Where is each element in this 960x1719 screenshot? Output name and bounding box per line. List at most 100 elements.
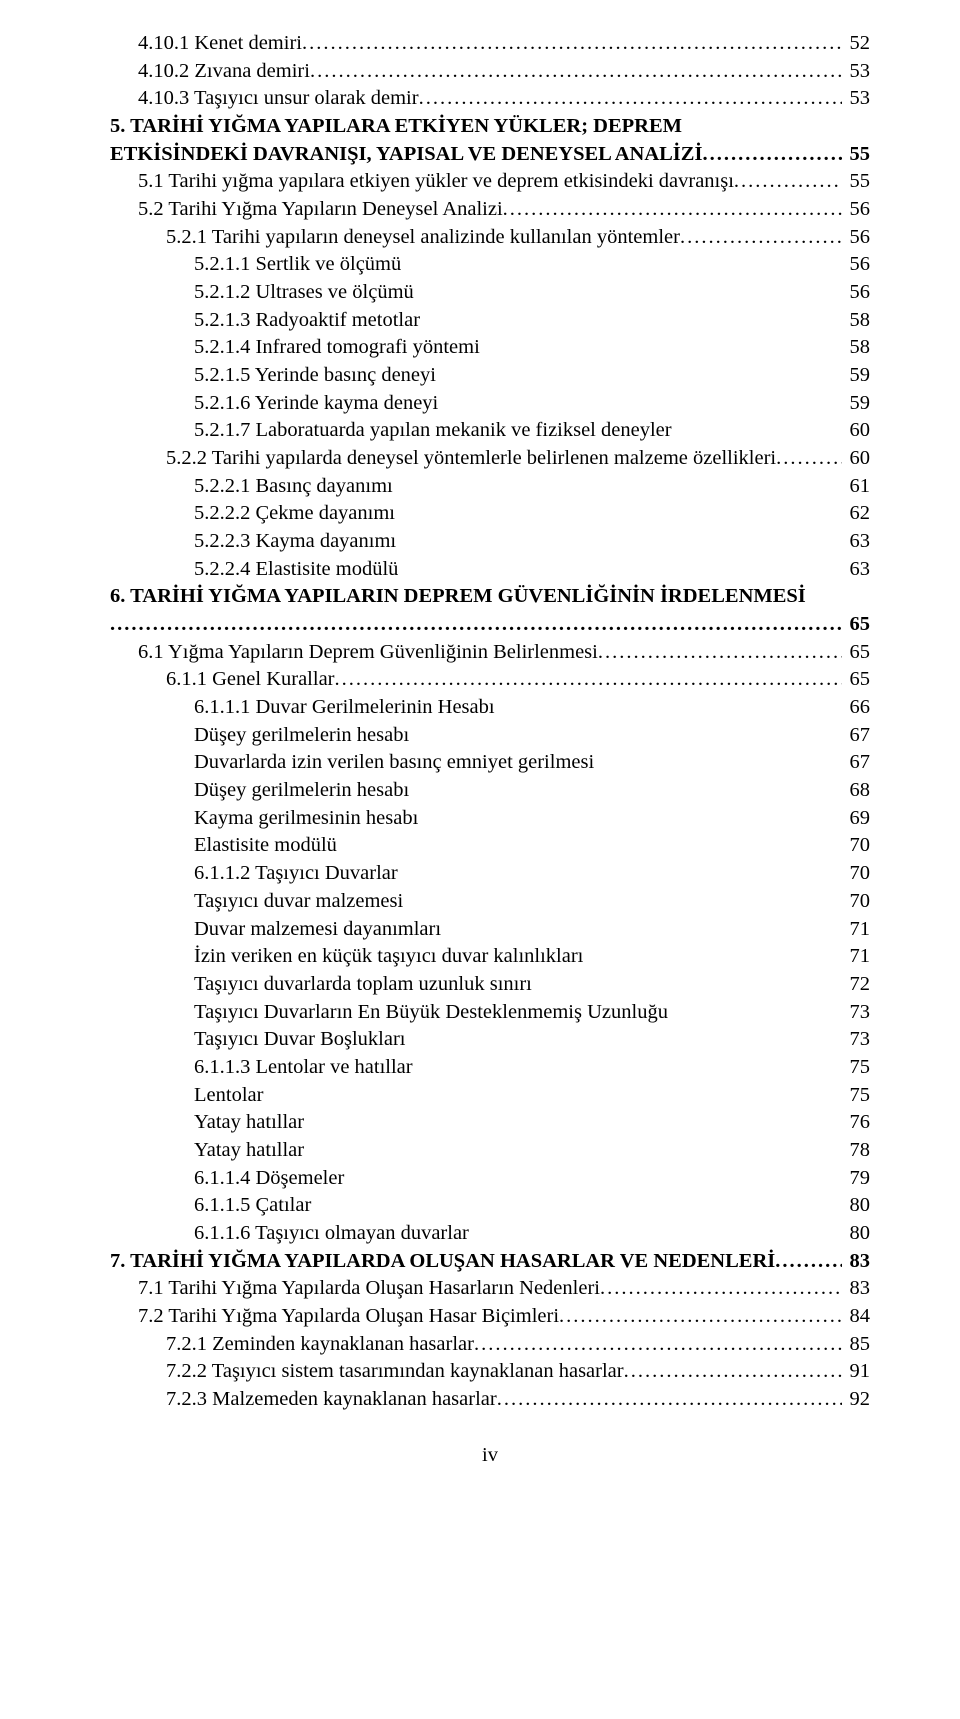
toc-leader — [702, 141, 842, 169]
toc-entry: 5.2.2.4 Elastisite modülü63 — [110, 556, 870, 584]
toc-entry-label: Düşey gerilmelerin hesabı — [194, 722, 409, 750]
toc-entry: 5.2.1.4 Infrared tomografi yöntemi 58 — [110, 334, 870, 362]
toc-entry-page: 56 — [842, 251, 870, 279]
toc-entry: Düşey gerilmelerin hesabı 67 — [110, 722, 870, 750]
toc-entry-label: 6.1.1.3 Lentolar ve hatıllar — [194, 1054, 413, 1082]
toc-entry: Elastisite modülü70 — [110, 832, 870, 860]
toc-entry-label: 5.2.2.4 Elastisite modülü — [194, 556, 398, 584]
toc-leader — [600, 1275, 842, 1303]
toc-entry: 5.2.2.2 Çekme dayanımı 62 — [110, 500, 870, 528]
toc-entry-label: 7.2 Tarihi Yığma Yapılarda Oluşan Hasar … — [138, 1303, 559, 1331]
toc-leader — [302, 30, 842, 58]
toc-entry-page: 78 — [842, 1137, 870, 1165]
toc-entry-page: 56 — [842, 279, 870, 307]
toc-entry: Duvarlarda izin verilen basınç emniyet g… — [110, 749, 870, 777]
toc-entry-label: Elastisite modülü — [194, 832, 337, 860]
toc-entry-label: Taşıyıcı duvarlarda toplam uzunluk sınır… — [194, 971, 532, 999]
toc-leader — [497, 1386, 842, 1414]
toc-entry: 4.10.1 Kenet demiri52 — [110, 30, 870, 58]
toc-entry: İzin veriken en küçük taşıyıcı duvar kal… — [110, 943, 870, 971]
toc-entry: 5.2.1.3 Radyoaktif metotlar58 — [110, 307, 870, 335]
toc-entry-page: 65 — [842, 611, 870, 639]
toc-entry-label: 5.2 Tarihi Yığma Yapıların Deneysel Anal… — [138, 196, 503, 224]
toc-entry-label: 5.2.1.4 Infrared tomografi yöntemi — [194, 334, 480, 362]
toc-entry: 6.1.1.1 Duvar Gerilmelerinin Hesabı 66 — [110, 694, 870, 722]
toc-entry-label: 6.1.1.2 Taşıyıcı Duvarlar — [194, 860, 398, 888]
toc-entry: 5.2.1.2 Ultrases ve ölçümü56 — [110, 279, 870, 307]
toc-entry-page: 73 — [842, 1026, 870, 1054]
toc-entry-page: 73 — [842, 999, 870, 1027]
toc-entry-label: 5. TARİHİ YIĞMA YAPILARA ETKİYEN YÜKLER;… — [110, 113, 870, 141]
toc-entry: Taşıyıcı duvarlarda toplam uzunluk sınır… — [110, 971, 870, 999]
toc-leader — [419, 85, 842, 113]
toc-entry-label: Düşey gerilmelerin hesabı — [194, 777, 409, 805]
toc-entry: 5.2.2.3 Kayma dayanımı 63 — [110, 528, 870, 556]
toc-leader — [680, 224, 842, 252]
toc-entry-page: 62 — [842, 500, 870, 528]
toc-entry-label: 6.1.1.6 Taşıyıcı olmayan duvarlar — [194, 1220, 469, 1248]
toc-entry-label: Taşıyıcı Duvar Boşlukları — [194, 1026, 406, 1054]
toc-entry-label: 5.2.2.3 Kayma dayanımı — [194, 528, 396, 556]
toc-entry-label: 7.1 Tarihi Yığma Yapılarda Oluşan Hasarl… — [138, 1275, 600, 1303]
toc-entry-label: 7.2.1 Zeminden kaynaklanan hasarlar — [166, 1331, 474, 1359]
toc-entry-page: 72 — [842, 971, 870, 999]
toc-entry-label: 4.10.1 Kenet demiri — [138, 30, 302, 58]
toc-entry-label: Lentolar — [194, 1082, 263, 1110]
toc-entry-label: ETKİSİNDEKİ DAVRANIŞI, YAPISAL VE DENEYS… — [110, 141, 702, 169]
toc-entry: 5.2.1.6 Yerinde kayma deneyi 59 — [110, 390, 870, 418]
toc-entry-page: 58 — [842, 334, 870, 362]
toc-entry: 5.2.1 Tarihi yapıların deneysel analizin… — [110, 224, 870, 252]
toc-entry-page: 56 — [842, 224, 870, 252]
toc-entry-page: 76 — [842, 1109, 870, 1137]
toc-entry: 5.1 Tarihi yığma yapılara etkiyen yükler… — [110, 168, 870, 196]
toc-entry: 6.1.1.6 Taşıyıcı olmayan duvarlar80 — [110, 1220, 870, 1248]
toc-leader — [110, 611, 842, 639]
toc-entry: 7.2.1 Zeminden kaynaklanan hasarlar85 — [110, 1331, 870, 1359]
toc-entry: 7.2.3 Malzemeden kaynaklanan hasarlar92 — [110, 1386, 870, 1414]
toc-entry-label: Duvar malzemesi dayanımları — [194, 916, 441, 944]
toc-entry: 6.1 Yığma Yapıların Deprem Güvenliğinin … — [110, 639, 870, 667]
toc-entry-label: 7. TARİHİ YIĞMA YAPILARDA OLUŞAN HASARLA… — [110, 1248, 775, 1276]
toc-entry-label: 5.2.2.1 Basınç dayanımı — [194, 473, 393, 501]
toc-entry-label: Yatay hatıllar — [194, 1137, 304, 1165]
toc-entry-page: 68 — [842, 777, 870, 805]
toc-entry-label: 5.2.2.2 Çekme dayanımı — [194, 500, 395, 528]
toc-entry: 5.2.1.1 Sertlik ve ölçümü56 — [110, 251, 870, 279]
toc-entry-page: 53 — [842, 85, 870, 113]
toc-entry: 7.2 Tarihi Yığma Yapılarda Oluşan Hasar … — [110, 1303, 870, 1331]
toc-entry: 5.2.1.7 Laboratuarda yapılan mekanik ve … — [110, 417, 870, 445]
toc-entry-label: 6.1.1.1 Duvar Gerilmelerinin Hesabı — [194, 694, 495, 722]
toc-entry-page: 66 — [842, 694, 870, 722]
toc-entry-label: 5.2.1.6 Yerinde kayma deneyi — [194, 390, 438, 418]
toc-entry: Taşıyıcı duvar malzemesi70 — [110, 888, 870, 916]
toc-entry-page: 67 — [842, 749, 870, 777]
toc-entry-label: 7.2.3 Malzemeden kaynaklanan hasarlar — [166, 1386, 497, 1414]
toc-entry-page: 84 — [842, 1303, 870, 1331]
toc-entry: 6.1.1.2 Taşıyıcı Duvarlar70 — [110, 860, 870, 888]
toc-entry-label: 6.1.1.5 Çatılar — [194, 1192, 311, 1220]
toc-entry-label: Kayma gerilmesinin hesabı — [194, 805, 418, 833]
toc-entry-page: 55 — [842, 141, 870, 169]
toc-leader — [598, 639, 842, 667]
toc-entry-page: 69 — [842, 805, 870, 833]
toc-entry-page: 59 — [842, 390, 870, 418]
toc-entry-label: 5.2.1.5 Yerinde basınç deneyi — [194, 362, 436, 390]
toc-entry-page: 61 — [842, 473, 870, 501]
toc-entry: 5.2 Tarihi Yığma Yapıların Deneysel Anal… — [110, 196, 870, 224]
toc-entry-page: 67 — [842, 722, 870, 750]
toc-leader — [474, 1331, 842, 1359]
toc-leader — [734, 168, 842, 196]
toc-entry: Düşey gerilmelerin hesabı 68 — [110, 777, 870, 805]
toc-entry-page: 83 — [842, 1275, 870, 1303]
toc-entry: 5.2.2 Tarihi yapılarda deneysel yöntemle… — [110, 445, 870, 473]
toc-leader — [624, 1358, 842, 1386]
table-of-contents: 4.10.1 Kenet demiri524.10.2 Zıvana demir… — [110, 30, 870, 1414]
toc-entry: Yatay hatıllar76 — [110, 1109, 870, 1137]
toc-entry: 6.1.1.5 Çatılar80 — [110, 1192, 870, 1220]
toc-entry-label: 6.1.1 Genel Kurallar — [166, 666, 335, 694]
toc-entry: Lentolar75 — [110, 1082, 870, 1110]
toc-entry-page: 63 — [842, 528, 870, 556]
toc-entry-label: 6. TARİHİ YIĞMA YAPILARIN DEPREM GÜVENLİ… — [110, 583, 870, 611]
toc-entry-page: 65 — [842, 639, 870, 667]
toc-heading: 6. TARİHİ YIĞMA YAPILARIN DEPREM GÜVENLİ… — [110, 583, 870, 638]
